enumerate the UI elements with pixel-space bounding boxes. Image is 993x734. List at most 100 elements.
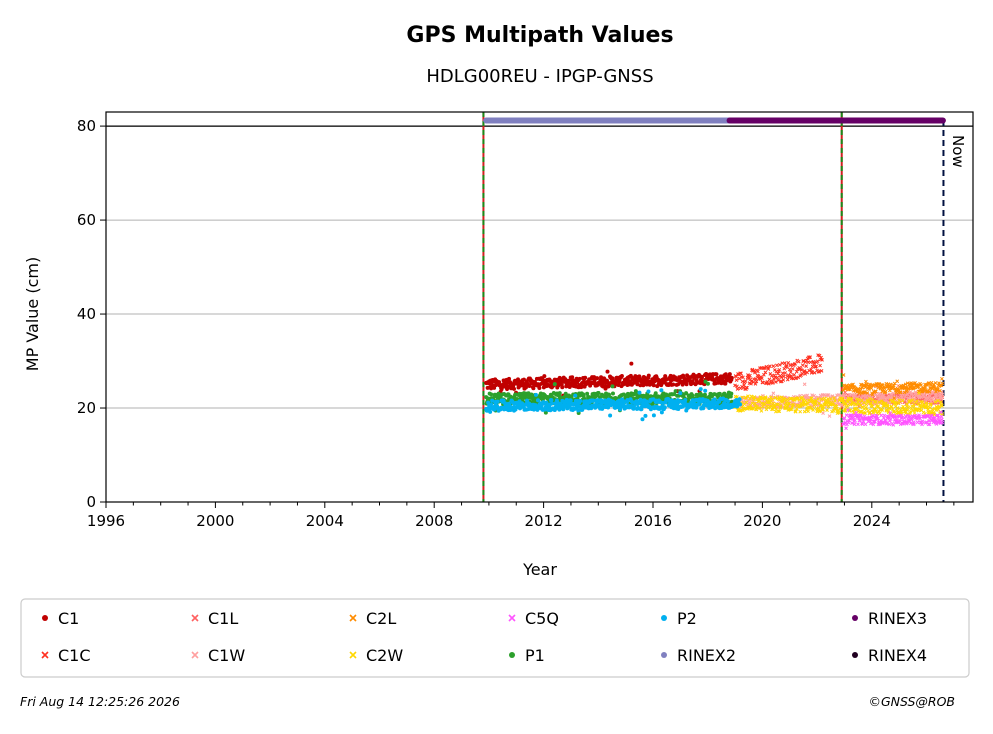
data-point	[785, 377, 790, 382]
data-point	[876, 404, 881, 409]
data-point	[734, 378, 739, 383]
data-point	[774, 363, 779, 368]
data-point	[838, 407, 842, 411]
copyright: ©GNSS@ROB	[868, 694, 955, 709]
data-point	[851, 382, 855, 387]
data-point	[760, 396, 765, 401]
data-point	[782, 397, 787, 402]
data-point	[819, 397, 824, 402]
legend-label: C2L	[366, 609, 396, 628]
data-point	[891, 391, 896, 396]
data-point	[927, 397, 932, 402]
data-point	[860, 422, 865, 426]
legend-label: P1	[525, 646, 545, 665]
data-point	[756, 374, 761, 379]
chart-subtitle: HDLG00REU - IPGP-GNSS	[426, 66, 653, 87]
data-point	[778, 379, 783, 384]
data-point	[825, 408, 829, 412]
data-point	[789, 396, 794, 401]
data-point	[842, 416, 847, 421]
data-point	[768, 364, 772, 369]
data-point	[913, 381, 917, 385]
data-point	[801, 398, 806, 402]
data-point	[703, 388, 708, 393]
data-point	[852, 422, 857, 427]
data-point	[787, 375, 792, 379]
data-point	[740, 379, 745, 384]
data-point	[940, 392, 945, 397]
data-point	[915, 399, 919, 403]
data-point	[891, 383, 896, 388]
data-point	[844, 413, 849, 417]
data-point	[793, 361, 798, 366]
data-point	[897, 398, 902, 403]
data-point	[867, 387, 871, 392]
data-point	[791, 402, 796, 407]
ticks: 0 20 40 60 80 1996 2000 2004 2008 2012 2016 2020 202…	[77, 117, 955, 530]
data-point	[851, 401, 856, 405]
data-point	[659, 388, 664, 393]
data-point	[752, 395, 757, 399]
data-point	[549, 398, 554, 403]
y-tick-label: 80	[77, 117, 96, 135]
data-point	[619, 374, 624, 379]
data-point	[876, 397, 881, 402]
data-point	[800, 395, 805, 400]
legend-marker	[661, 615, 667, 621]
data-point	[866, 408, 871, 413]
data-point	[939, 396, 944, 401]
data-point	[507, 376, 512, 381]
data-point	[939, 414, 944, 419]
data-point	[770, 407, 775, 412]
data-point	[927, 389, 932, 394]
data-point	[698, 387, 703, 392]
data-point	[796, 359, 801, 364]
data-point	[864, 402, 869, 407]
data-point	[748, 396, 752, 401]
data-point	[869, 421, 873, 426]
data-point	[640, 417, 645, 422]
legend-label: C1C	[58, 646, 91, 665]
data-point	[793, 409, 798, 414]
data-point	[739, 371, 743, 376]
data-point	[651, 383, 656, 388]
data-point	[856, 422, 860, 427]
data-point	[819, 355, 823, 360]
data-point	[849, 396, 854, 401]
data-point	[854, 410, 858, 415]
data-point	[745, 385, 749, 390]
data-point	[808, 405, 812, 410]
data-point	[856, 395, 860, 400]
data-point	[862, 398, 867, 403]
data-point	[737, 397, 742, 402]
data-point	[808, 355, 812, 359]
data-point	[782, 361, 787, 366]
data-point	[531, 386, 536, 391]
data-point	[664, 377, 669, 382]
data-point	[880, 408, 885, 412]
data-point	[781, 374, 786, 379]
data-point	[801, 359, 806, 363]
data-point	[809, 396, 814, 401]
x-axis-label: Year	[522, 560, 557, 579]
data-point	[917, 391, 921, 395]
data-point	[920, 400, 925, 405]
data-point	[775, 402, 780, 407]
data-point	[853, 418, 857, 423]
legend-marker	[42, 615, 48, 621]
legend-marker	[509, 652, 515, 658]
data-point	[767, 381, 771, 386]
data-point	[766, 367, 771, 371]
data-point	[610, 376, 615, 381]
data-point	[592, 378, 597, 383]
data-point	[783, 371, 788, 375]
data-point	[821, 411, 825, 415]
data-point	[846, 400, 850, 404]
data-point	[805, 401, 810, 406]
data-point	[843, 409, 848, 413]
data-point	[542, 374, 547, 379]
data-point	[781, 378, 786, 382]
data-point	[610, 391, 615, 396]
data-point	[916, 402, 920, 407]
data-point	[908, 410, 913, 414]
